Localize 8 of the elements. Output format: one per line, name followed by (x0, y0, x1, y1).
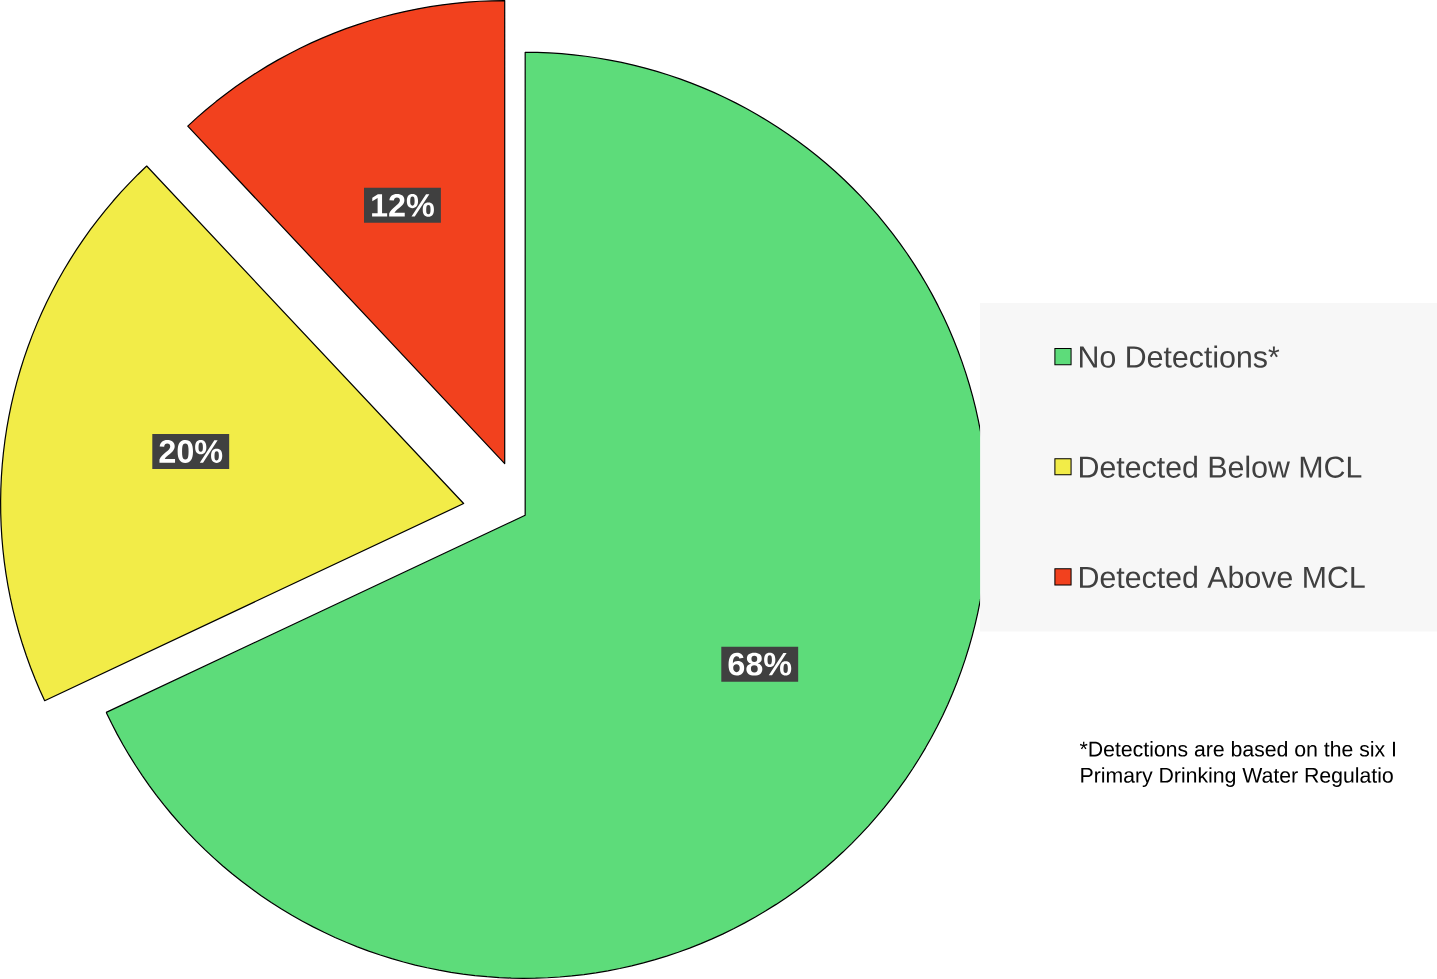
text: Primary Drinking Water Regulatio (1081, 767, 1393, 788)
data-label: 12% (372, 193, 434, 217)
legend-label: Detected Below MCL (1080, 455, 1362, 478)
data-label: 68% (728, 652, 792, 676)
text: *Detections are based on the six I (1079, 741, 1395, 757)
legend-label: Detected Above MCL (1080, 565, 1365, 589)
data-label: 20% (159, 440, 223, 463)
legend-label: No Detections* (1080, 345, 1280, 368)
